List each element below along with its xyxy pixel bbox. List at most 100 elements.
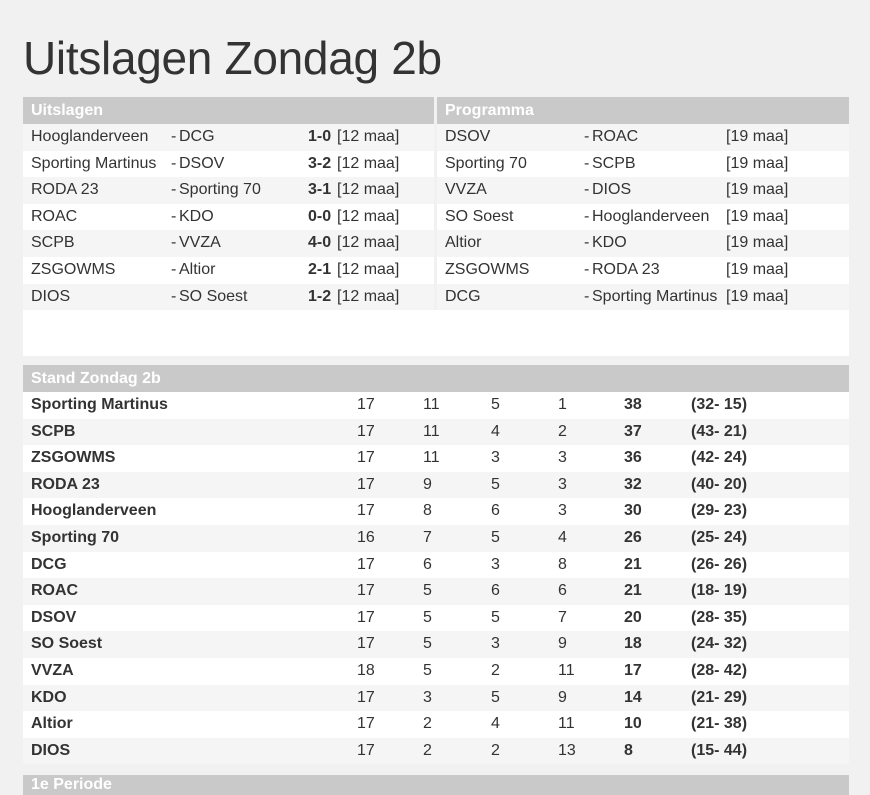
points-cell: 20 bbox=[624, 608, 642, 626]
away-team: RODA 23 bbox=[592, 260, 660, 278]
program-panel: Programma DSOV - ROAC [19 maa] Sporting 70- S… bbox=[437, 97, 849, 311]
home-team: ZSGOWMS bbox=[31, 260, 116, 278]
table-row: Hooglanderveen 17 8 6 3 30 (29- 23) bbox=[23, 498, 849, 525]
match-date: [19 maa] bbox=[726, 287, 789, 305]
home-team: ROAC bbox=[31, 207, 78, 225]
goals-cell: (28- 42) bbox=[691, 661, 748, 679]
separator: - bbox=[584, 128, 590, 145]
match-score: 3-1 bbox=[308, 181, 332, 199]
stat-cell: 17 bbox=[357, 475, 375, 493]
stat-cell: 17 bbox=[357, 688, 375, 706]
match-date: [19 maa] bbox=[726, 207, 789, 225]
stat-cell: 2 bbox=[423, 715, 432, 733]
goals-cell: (18- 19) bbox=[691, 582, 748, 600]
stat-cell: 8 bbox=[423, 502, 432, 520]
team-name: DSOV bbox=[31, 608, 77, 626]
home-team: RODA 23 bbox=[31, 181, 99, 199]
stat-cell: 8 bbox=[558, 555, 567, 573]
team-name: Sporting Martinus bbox=[31, 396, 168, 413]
goals-cell: (40- 20) bbox=[691, 475, 748, 493]
panel-spacer bbox=[23, 310, 849, 356]
home-team: SCPB bbox=[31, 234, 75, 252]
results-panel: Uitslagen Hooglanderveen - DCG 1-0 [12 maa] S… bbox=[23, 97, 434, 311]
away-team: ROAC bbox=[592, 128, 639, 145]
goals-cell: (15- 44) bbox=[691, 741, 748, 759]
program-row: Altior - KDO [19 maa] bbox=[437, 230, 849, 257]
standings-list: Sporting Martinus 17 11 5 1 38 (32- 15) SCPB 17 1… bbox=[23, 392, 849, 765]
stat-cell: 5 bbox=[491, 688, 500, 706]
points-cell: 21 bbox=[624, 582, 642, 600]
stat-cell: 17 bbox=[357, 608, 375, 626]
away-team: DSOV bbox=[179, 154, 225, 172]
stat-cell: 3 bbox=[491, 555, 500, 573]
table-row: SO Soest 17 5 3 9 18 (24- 32) bbox=[23, 631, 849, 658]
match-date: [19 maa] bbox=[726, 234, 789, 252]
stat-cell: 4 bbox=[558, 528, 567, 546]
match-date: [19 maa] bbox=[726, 154, 789, 172]
stat-cell: 3 bbox=[558, 502, 567, 520]
program-list: DSOV - ROAC [19 maa] Sporting 70- SCPB [19 maa… bbox=[437, 124, 849, 311]
match-date: [19 maa] bbox=[726, 181, 789, 199]
home-team: DCG bbox=[445, 287, 481, 305]
goals-cell: (28- 35) bbox=[691, 608, 748, 626]
stat-cell: 11 bbox=[423, 449, 440, 467]
program-heading: Programma bbox=[437, 97, 849, 124]
team-name: SO Soest bbox=[31, 635, 103, 653]
result-row: SCPB - VVZA 4-0 [12 maa] bbox=[23, 230, 434, 257]
team-name: ZSGOWMS bbox=[31, 449, 116, 467]
stat-cell: 6 bbox=[558, 582, 567, 600]
match-date: [12 maa] bbox=[337, 154, 400, 172]
stat-cell: 5 bbox=[491, 528, 500, 546]
table-row: Sporting Martinus 17 11 5 1 38 (32- 15) bbox=[23, 392, 849, 419]
home-team: DIOS bbox=[31, 287, 71, 305]
home-team: Hooglanderveen bbox=[31, 128, 149, 145]
stat-cell: 13 bbox=[558, 741, 576, 759]
stat-cell: 17 bbox=[357, 449, 375, 467]
stat-cell: 3 bbox=[558, 475, 567, 493]
goals-cell: (21- 29) bbox=[691, 688, 748, 706]
separator: - bbox=[584, 207, 590, 225]
stat-cell: 2 bbox=[558, 422, 567, 440]
separator: - bbox=[584, 287, 590, 305]
away-team: VVZA bbox=[179, 234, 221, 252]
stat-cell: 2 bbox=[491, 741, 500, 759]
stat-cell: 5 bbox=[423, 635, 432, 653]
goals-cell: (42- 24) bbox=[691, 449, 748, 467]
stat-cell: 9 bbox=[558, 688, 567, 706]
points-cell: 17 bbox=[624, 661, 642, 679]
points-cell: 18 bbox=[624, 635, 642, 653]
stat-cell: 2 bbox=[423, 741, 432, 759]
stat-cell: 11 bbox=[558, 661, 575, 679]
stat-cell: 11 bbox=[423, 422, 440, 440]
match-date: [19 maa] bbox=[726, 260, 789, 278]
match-score: 1-2 bbox=[308, 287, 332, 305]
program-row: Sporting 70 - SCPB [19 maa] bbox=[437, 150, 849, 178]
stat-cell: 17 bbox=[357, 582, 375, 600]
separator: - bbox=[171, 128, 177, 145]
result-row: Sporting Martinus - DSOV 3-2 [12 maa] bbox=[23, 150, 434, 178]
home-team: SO Soest bbox=[445, 207, 514, 225]
table-row: Altior 17 2 4 11 10 (21- 38) bbox=[23, 711, 849, 738]
team-name: VVZA bbox=[31, 661, 74, 679]
table-row: ZSGOWMS 17 11 3 3 36 (42- 24) bbox=[23, 445, 849, 472]
match-date: [12 maa] bbox=[337, 128, 400, 145]
home-team: Sporting Martinus bbox=[31, 154, 157, 172]
stat-cell: 5 bbox=[423, 582, 432, 600]
program-row: VVZA - DIOS [19 maa] bbox=[437, 177, 849, 204]
results-list: Hooglanderveen - DCG 1-0 [12 maa] Sporting Ma… bbox=[23, 124, 434, 311]
stat-cell: 17 bbox=[357, 396, 375, 413]
table-row: DIOS 17 2 2 13 8 (15- 44) bbox=[23, 737, 849, 765]
goals-cell: (26- 26) bbox=[691, 555, 748, 573]
stat-cell: 11 bbox=[558, 715, 575, 733]
stat-cell: 5 bbox=[423, 661, 432, 679]
away-team: DCG bbox=[179, 128, 215, 145]
result-row: ROAC - KDO 0-0 [12 maa] bbox=[23, 203, 434, 231]
stat-cell: 5 bbox=[491, 396, 500, 413]
team-name: RODA 23 bbox=[31, 475, 100, 493]
match-score: 0-0 bbox=[308, 207, 332, 225]
stat-cell: 17 bbox=[357, 555, 375, 573]
stat-cell: 1 bbox=[558, 396, 567, 413]
points-cell: 36 bbox=[624, 449, 642, 467]
standings-table: Stand Zondag 2b Sporting Martinus 17 11 5 1 3… bbox=[23, 365, 849, 765]
stat-cell: 9 bbox=[558, 635, 567, 653]
